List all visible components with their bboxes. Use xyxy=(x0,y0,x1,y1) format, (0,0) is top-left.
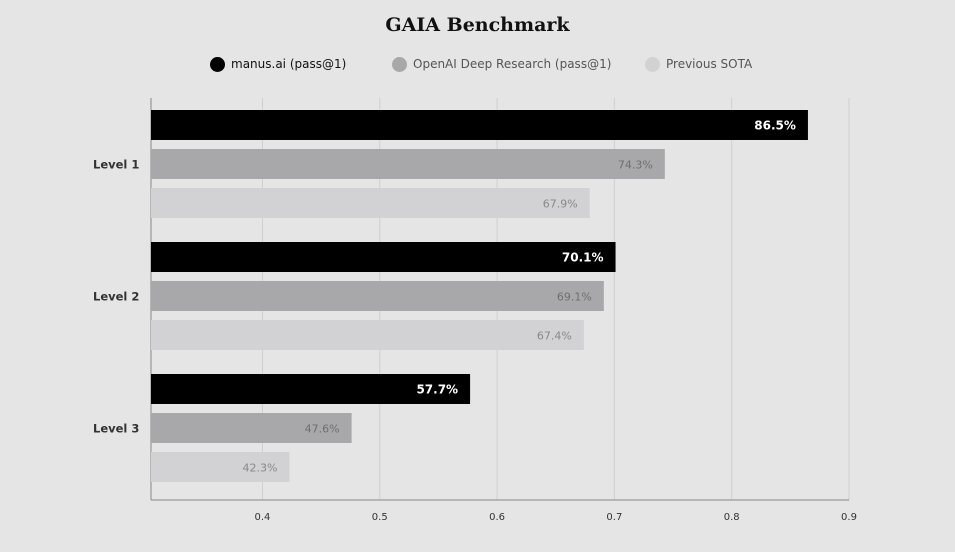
bar-level-3-openai-deep-research-pass-1 xyxy=(151,413,352,443)
x-tick-label: 0.9 xyxy=(841,512,857,523)
category-label-level-3: Level 3 xyxy=(93,422,139,436)
bar-value-label: 47.6% xyxy=(305,423,340,436)
legend-swatch-openai xyxy=(392,56,407,72)
bar-level-2-openai-deep-research-pass-1 xyxy=(151,281,604,311)
legend-item-previous-sota: Previous SOTA xyxy=(645,54,752,74)
legend-swatch-previous-sota xyxy=(645,56,660,72)
bar-value-label: 74.3% xyxy=(618,159,653,172)
bar-level-1-previous-sota xyxy=(151,188,590,218)
x-tick-label: 0.7 xyxy=(606,512,622,523)
x-tick-label: 0.5 xyxy=(372,512,388,523)
x-tick-label: 0.8 xyxy=(724,512,740,523)
x-tick-label: 0.4 xyxy=(254,512,270,523)
bar-level-2-previous-sota xyxy=(151,320,584,350)
x-tick-label: 0.6 xyxy=(489,512,505,523)
legend-item-manus: manus.ai (pass@1) xyxy=(210,54,346,74)
category-label-level-2: Level 2 xyxy=(93,290,139,304)
category-label-level-1: Level 1 xyxy=(93,158,139,172)
bar-value-label: 57.7% xyxy=(416,383,458,397)
legend-label-openai: OpenAI Deep Research (pass@1) xyxy=(413,57,612,71)
bar-level-3-previous-sota xyxy=(151,452,290,482)
bar-level-1-openai-deep-research-pass-1 xyxy=(151,149,665,179)
bar-value-label: 67.9% xyxy=(543,198,578,211)
bar-value-label: 86.5% xyxy=(754,119,796,133)
legend-label-previous-sota: Previous SOTA xyxy=(666,57,753,71)
legend-label-manus: manus.ai (pass@1) xyxy=(231,57,347,71)
legend-item-openai: OpenAI Deep Research (pass@1) xyxy=(392,54,611,74)
bar-level-3-manus-ai-pass-1 xyxy=(151,374,471,404)
legend: manus.ai (pass@1) OpenAI Deep Research (… xyxy=(0,54,955,74)
bar-level-2-manus-ai-pass-1 xyxy=(151,242,616,272)
bar-value-label: 70.1% xyxy=(562,251,604,265)
bar-value-label: 67.4% xyxy=(537,330,572,343)
legend-swatch-manus xyxy=(210,56,225,72)
chart-title: GAIA Benchmark xyxy=(385,14,570,36)
bar-value-label: 42.3% xyxy=(242,462,277,475)
bar-level-1-manus-ai-pass-1 xyxy=(151,110,808,140)
bar-value-label: 69.1% xyxy=(557,291,592,304)
